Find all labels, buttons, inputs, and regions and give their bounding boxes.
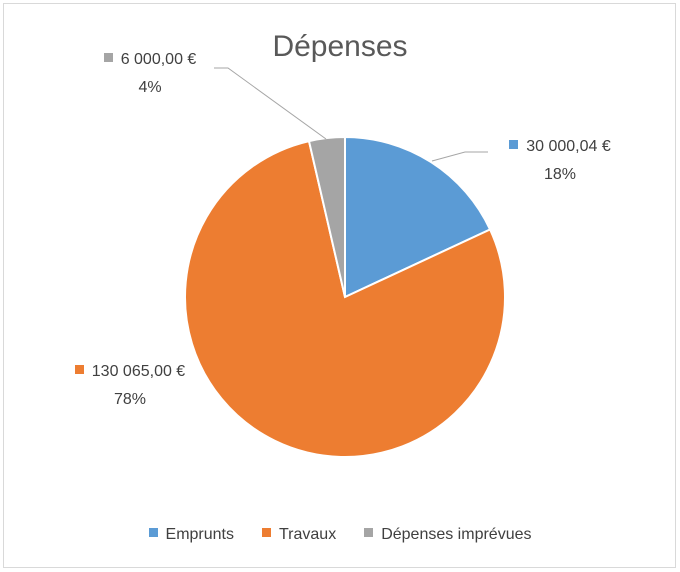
leader-line [431, 151, 488, 162]
label-swatch [103, 53, 113, 63]
pie-slice [184, 139, 506, 458]
legend-swatch [261, 528, 271, 538]
legend-label: Dépenses imprévues [381, 526, 532, 543]
data-label: 30 000,04 € 18% [475, 133, 645, 189]
leader-line [214, 67, 327, 140]
data-label: 130 065,00 € 78% [62, 358, 198, 414]
data-label-value: 6 000,00 € [120, 51, 197, 68]
legend-item: Emprunts [148, 526, 234, 544]
legend: Emprunts Travaux Dépenses imprévues [0, 526, 680, 544]
data-label-value: 30 000,04 € [526, 138, 611, 155]
data-label-value-line: 30 000,04 € [475, 133, 645, 161]
data-label-value: 130 065,00 € [91, 363, 186, 380]
legend-swatch [148, 528, 158, 538]
chart-title: Dépenses [272, 30, 408, 63]
pie-slice [307, 135, 346, 298]
data-label-value-line: 6 000,00 € [70, 46, 230, 74]
legend-label: Travaux [278, 526, 337, 543]
data-label-percent: 78% [113, 391, 147, 408]
data-label: 6 000,00 € 4% [70, 46, 230, 102]
data-label-percent: 4% [138, 79, 162, 96]
data-label-percent: 18% [543, 166, 577, 183]
data-label-value-line: 130 065,00 € [62, 358, 198, 386]
legend-label: Emprunts [165, 526, 234, 543]
pie [184, 135, 506, 458]
legend-item: Dépenses imprévues [364, 526, 531, 544]
pie-slice [344, 135, 492, 299]
legend-swatch [364, 528, 374, 538]
legend-item: Travaux [261, 526, 337, 544]
label-swatch [74, 365, 84, 375]
label-swatch [509, 140, 519, 150]
